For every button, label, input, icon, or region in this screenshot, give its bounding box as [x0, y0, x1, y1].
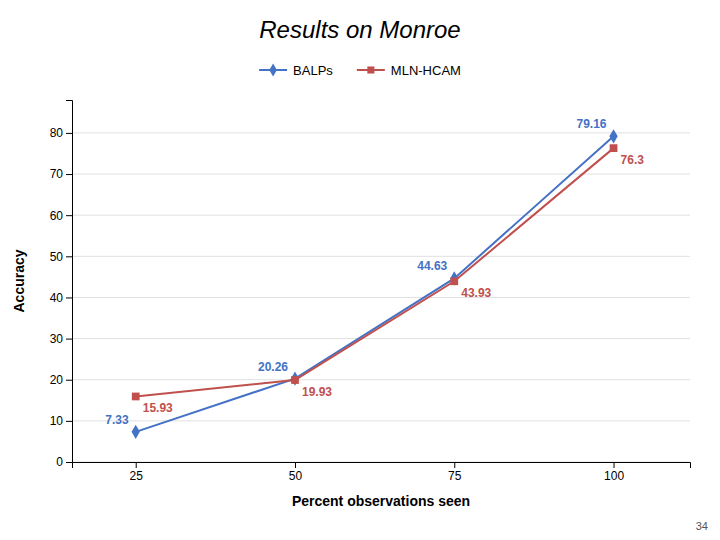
- y-grid-line: [72, 379, 690, 380]
- y-tick: 30: [50, 332, 72, 346]
- y-tick: 50: [50, 250, 72, 264]
- grid: [72, 133, 690, 462]
- chart-svg: 25 50 75 100 0 10 20 30 40 50 60 70 80 7.33 20.26 44.63…: [0, 0, 720, 540]
- x-tick-mark: [454, 462, 455, 468]
- x-tick-label: 50: [289, 469, 303, 483]
- x-tick: 75: [448, 462, 462, 483]
- plot-area: [132, 129, 618, 439]
- data-label: 20.26: [258, 360, 288, 374]
- y-tick-mark: [66, 339, 72, 340]
- y-tick-mark: [66, 297, 72, 298]
- legend-label: MLN-HCAM: [391, 63, 461, 78]
- series-marker: [132, 393, 140, 401]
- x-tick: 100: [604, 462, 624, 483]
- data-label: 76.3: [621, 153, 645, 167]
- legend-item: BALPs: [259, 63, 333, 78]
- x-tick-mark: [295, 462, 296, 468]
- x-axis-line: [73, 463, 691, 469]
- x-tick: 50: [289, 462, 303, 483]
- y-tick-mark: [66, 133, 72, 134]
- legend: BALPs MLN-HCAM: [259, 63, 461, 78]
- y-tick-mark: [66, 174, 72, 175]
- series-marker: [132, 425, 140, 439]
- y-grid-line: [72, 297, 690, 298]
- x-axis-title: Percent observations seen: [292, 493, 470, 509]
- series-marker: [450, 271, 458, 285]
- footnote: 34: [696, 520, 708, 532]
- legend-symbol: [269, 63, 277, 76]
- y-tick: 20: [50, 373, 72, 387]
- y-tick-mark: [66, 215, 72, 216]
- y-axis-title: Accuracy: [11, 249, 27, 312]
- data-label: 19.93: [302, 385, 332, 399]
- y-tick-label: 60: [50, 209, 64, 223]
- legend-symbol: [367, 66, 374, 73]
- y-tick-label: 10: [50, 414, 64, 428]
- y-tick-mark: [66, 256, 72, 257]
- x-tick-mark: [136, 462, 137, 468]
- x-axis: 25 50 75 100: [73, 462, 691, 483]
- series: [132, 129, 618, 439]
- series: [132, 144, 618, 400]
- data-label: 15.93: [143, 401, 173, 415]
- y-tick-mark: [66, 421, 72, 422]
- series-marker: [450, 277, 458, 285]
- y-tick-label: 80: [50, 126, 64, 140]
- y-tick-label: 50: [50, 250, 64, 264]
- y-grid-line: [72, 338, 690, 339]
- legend-label: BALPs: [293, 63, 333, 78]
- series-marker: [291, 376, 299, 384]
- y-axis-line: [66, 101, 73, 463]
- y-tick: 80: [50, 126, 72, 140]
- y-tick: 10: [50, 414, 72, 428]
- series-line: [136, 136, 614, 431]
- y-tick-mark: [66, 462, 72, 463]
- series-marker: [609, 129, 617, 143]
- y-tick-label: 70: [50, 167, 64, 181]
- data-label: 44.63: [417, 259, 447, 273]
- y-axis: 0 10 20 30 40 50 60 70 80: [50, 101, 73, 470]
- y-grid-line: [72, 256, 690, 257]
- y-grid-line: [72, 215, 690, 216]
- legend-item: MLN-HCAM: [357, 63, 461, 78]
- data-label: 7.33: [105, 413, 129, 427]
- series-line: [136, 148, 614, 396]
- y-tick-label: 40: [50, 291, 64, 305]
- y-tick: 70: [50, 167, 72, 181]
- y-tick-label: 0: [56, 455, 63, 469]
- y-tick: 60: [50, 209, 72, 223]
- series-marker: [610, 144, 618, 152]
- y-tick-mark: [66, 380, 72, 381]
- x-tick-label: 100: [604, 469, 624, 483]
- data-labels: 7.33 20.26 44.63 79.16 15.93 19.93 43.93 76.3: [105, 117, 644, 426]
- data-label: 79.16: [577, 117, 607, 131]
- y-tick-label: 20: [50, 373, 64, 387]
- y-grid-line: [72, 174, 690, 175]
- series-marker: [291, 371, 299, 385]
- x-tick-mark: [614, 462, 615, 468]
- x-tick-label: 25: [130, 469, 144, 483]
- chart-title: Results on Monroe: [259, 16, 460, 43]
- x-tick: 25: [130, 462, 144, 483]
- y-tick: 0: [56, 455, 72, 469]
- y-tick: 40: [50, 291, 72, 305]
- x-tick-label: 75: [448, 469, 462, 483]
- y-grid-line: [72, 132, 690, 133]
- y-tick-label: 30: [50, 332, 64, 346]
- data-label: 43.93: [461, 286, 491, 300]
